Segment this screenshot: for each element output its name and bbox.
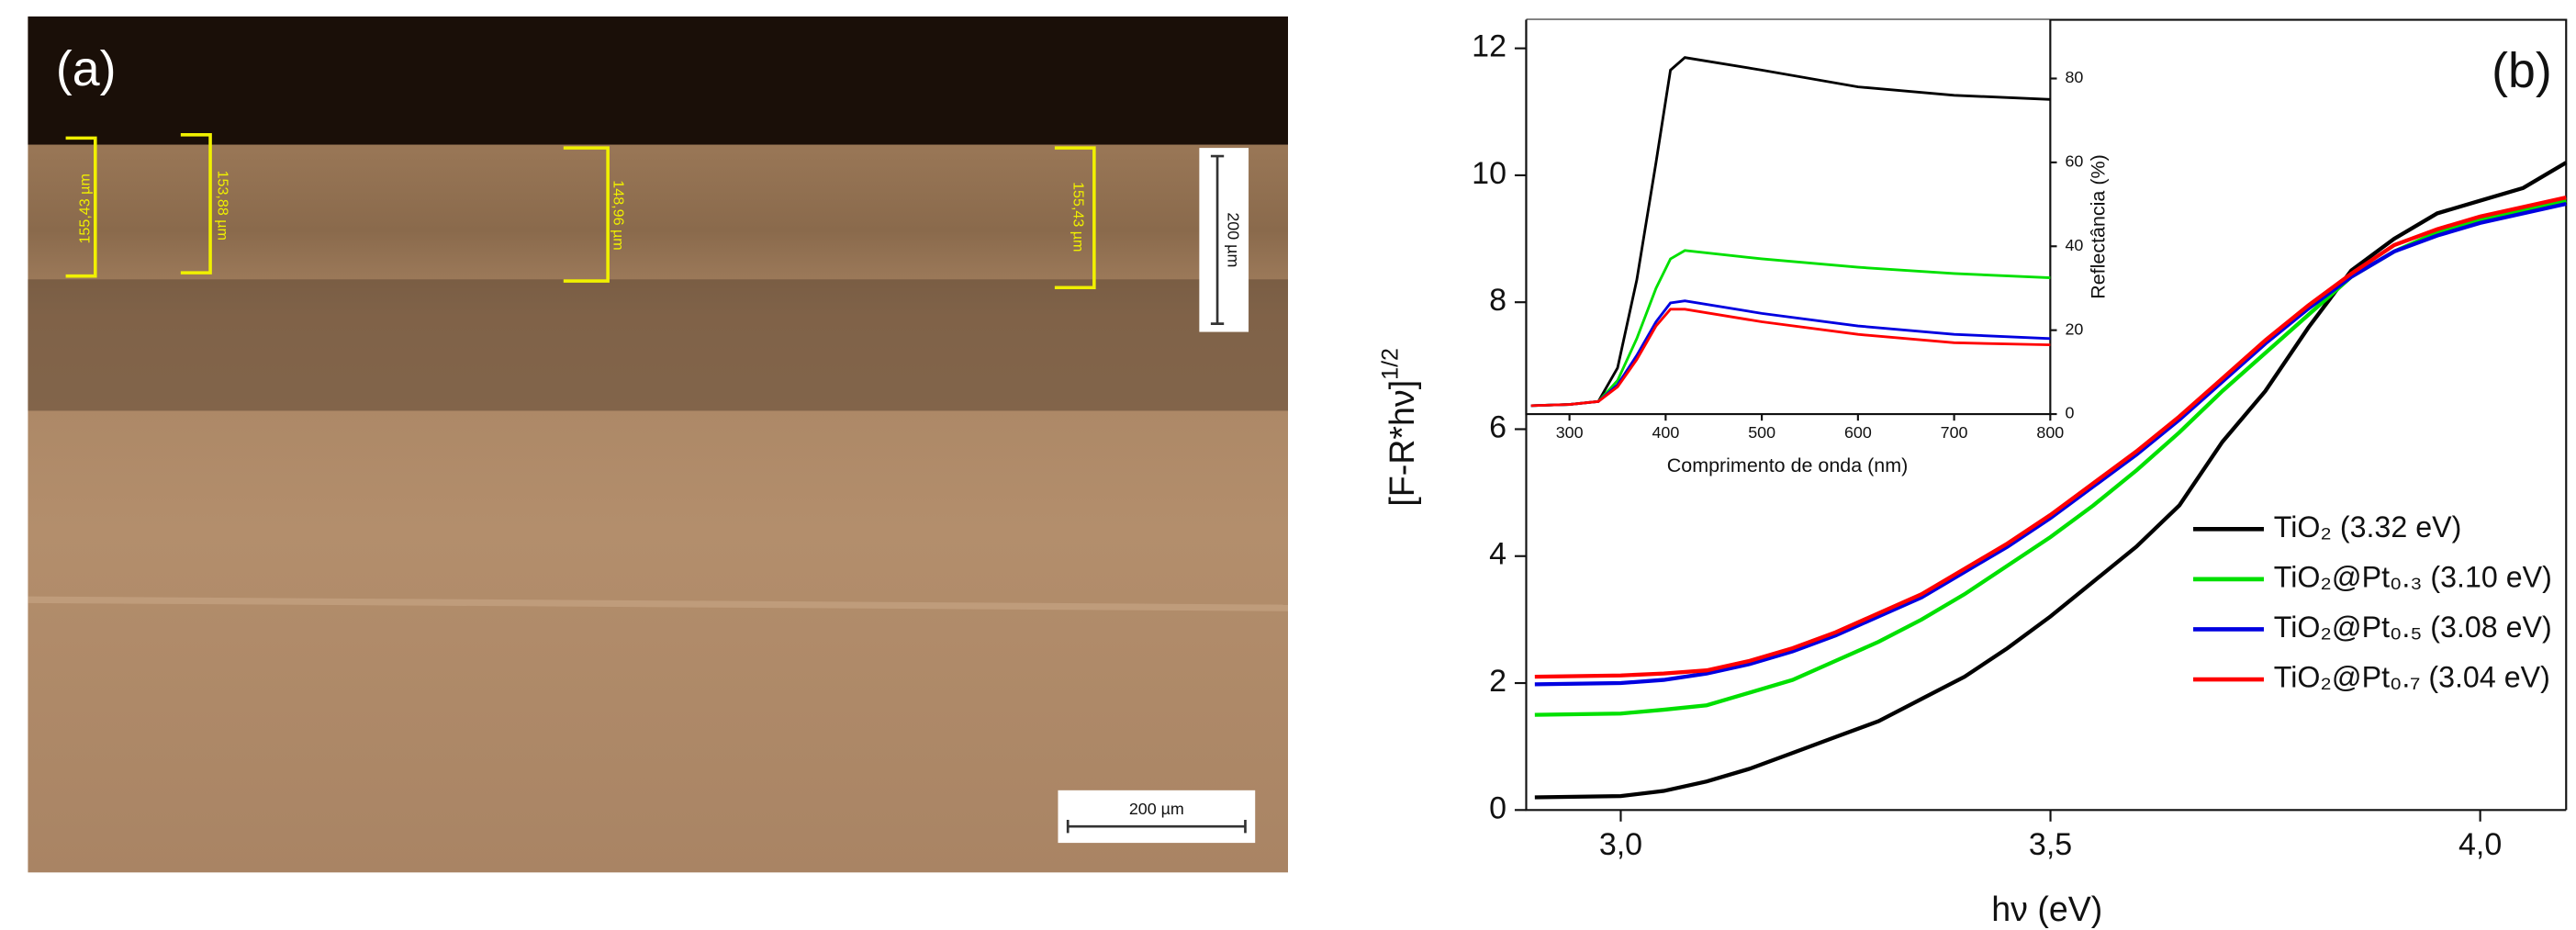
x-axis-label: hν (eV) [1991,890,2102,928]
y-tick-label: 60 [2065,152,2083,171]
axis-frame [1525,19,2052,416]
y-tick-label: 2 [1489,664,1506,699]
bracket [1054,146,1096,290]
legend-label: TiO₂@Pt₀.₇ (3.04 eV) [2274,661,2550,694]
inset-y-axis-label: Reflectância (%) [2088,154,2110,299]
texture-line [28,596,1289,611]
y-tick-label: 6 [1489,409,1506,444]
x-tick-label: 800 [2036,423,2064,442]
vertical-scale-box [1199,148,1249,332]
x-tick-label: 300 [1556,423,1584,442]
inset-background [1526,19,2051,415]
legend-label: TiO₂ (3.32 eV) [2274,510,2462,543]
series-line [1534,201,2567,687]
legend-label: TiO₂@Pt₀.₃ (3.10 eV) [2274,560,2552,593]
y-axis-label: [F-R*hν]1/2 [1377,348,1421,507]
x-tick-label: 3,0 [1599,827,1642,862]
x-tick-label: 700 [1941,423,1968,442]
micrograph: (a) 155,43 µm 153,88 µm 148,96 µm 155,43… [28,16,1289,873]
bracket [563,146,610,283]
scale-bar [1066,820,1247,834]
vertical-scale-label: 200 µm [1224,212,1242,267]
measure-brackets [65,133,1096,290]
y-axis-label-superscript: 1/2 [1377,348,1403,380]
series-line [1534,161,2568,800]
scale-box [1058,790,1256,844]
vertical-scale-bar [1210,154,1225,325]
y-tick-label: 12 [1472,29,1506,64]
inset-x-axis-label: Comprimento de onda (nm) [1667,454,1909,476]
y-tick-label: 4 [1489,537,1506,572]
y-tick-label: 0 [2065,404,2074,422]
y-tick-label: 20 [2065,319,2083,338]
series-line [1530,308,2051,408]
bracket [180,133,212,275]
y-tick-label: 0 [1489,790,1506,825]
y-tick-label: 8 [1489,283,1506,318]
y-tick-label: 40 [2065,236,2083,254]
measurement: 153,88 µm [214,171,230,241]
x-tick-label: 600 [1844,423,1872,442]
rough-layer [28,279,1288,411]
x-tick-label: 500 [1748,423,1775,442]
scale-label: 200 µm [1129,800,1184,818]
bracket [65,136,97,278]
y-tick-label: 10 [1472,156,1506,191]
chart-b: (b) hν (eV) [F-R*hν]1/2 Comprimento de o… [1377,18,2568,928]
dark-band [28,16,1288,145]
y-tick-label: 80 [2065,68,2083,86]
measurement: 155,43 µm [1070,182,1087,252]
measurement: 155,43 µm [76,174,93,243]
legend-label: TiO₂@Pt₀.₅ (3.08 eV) [2274,611,2552,644]
measurement: 148,96 µm [610,180,627,250]
panel-label: (b) [2492,43,2552,98]
x-tick-label: 4,0 [2458,827,2502,862]
micrograph-background [28,16,1288,873]
x-tick-label: 400 [1652,423,1679,442]
y-axis-label-main: [F-R*hν] [1383,380,1421,507]
x-tick-label: 3,5 [2029,827,2072,862]
panel-label: (a) [56,41,117,96]
series-line [1534,196,2567,679]
